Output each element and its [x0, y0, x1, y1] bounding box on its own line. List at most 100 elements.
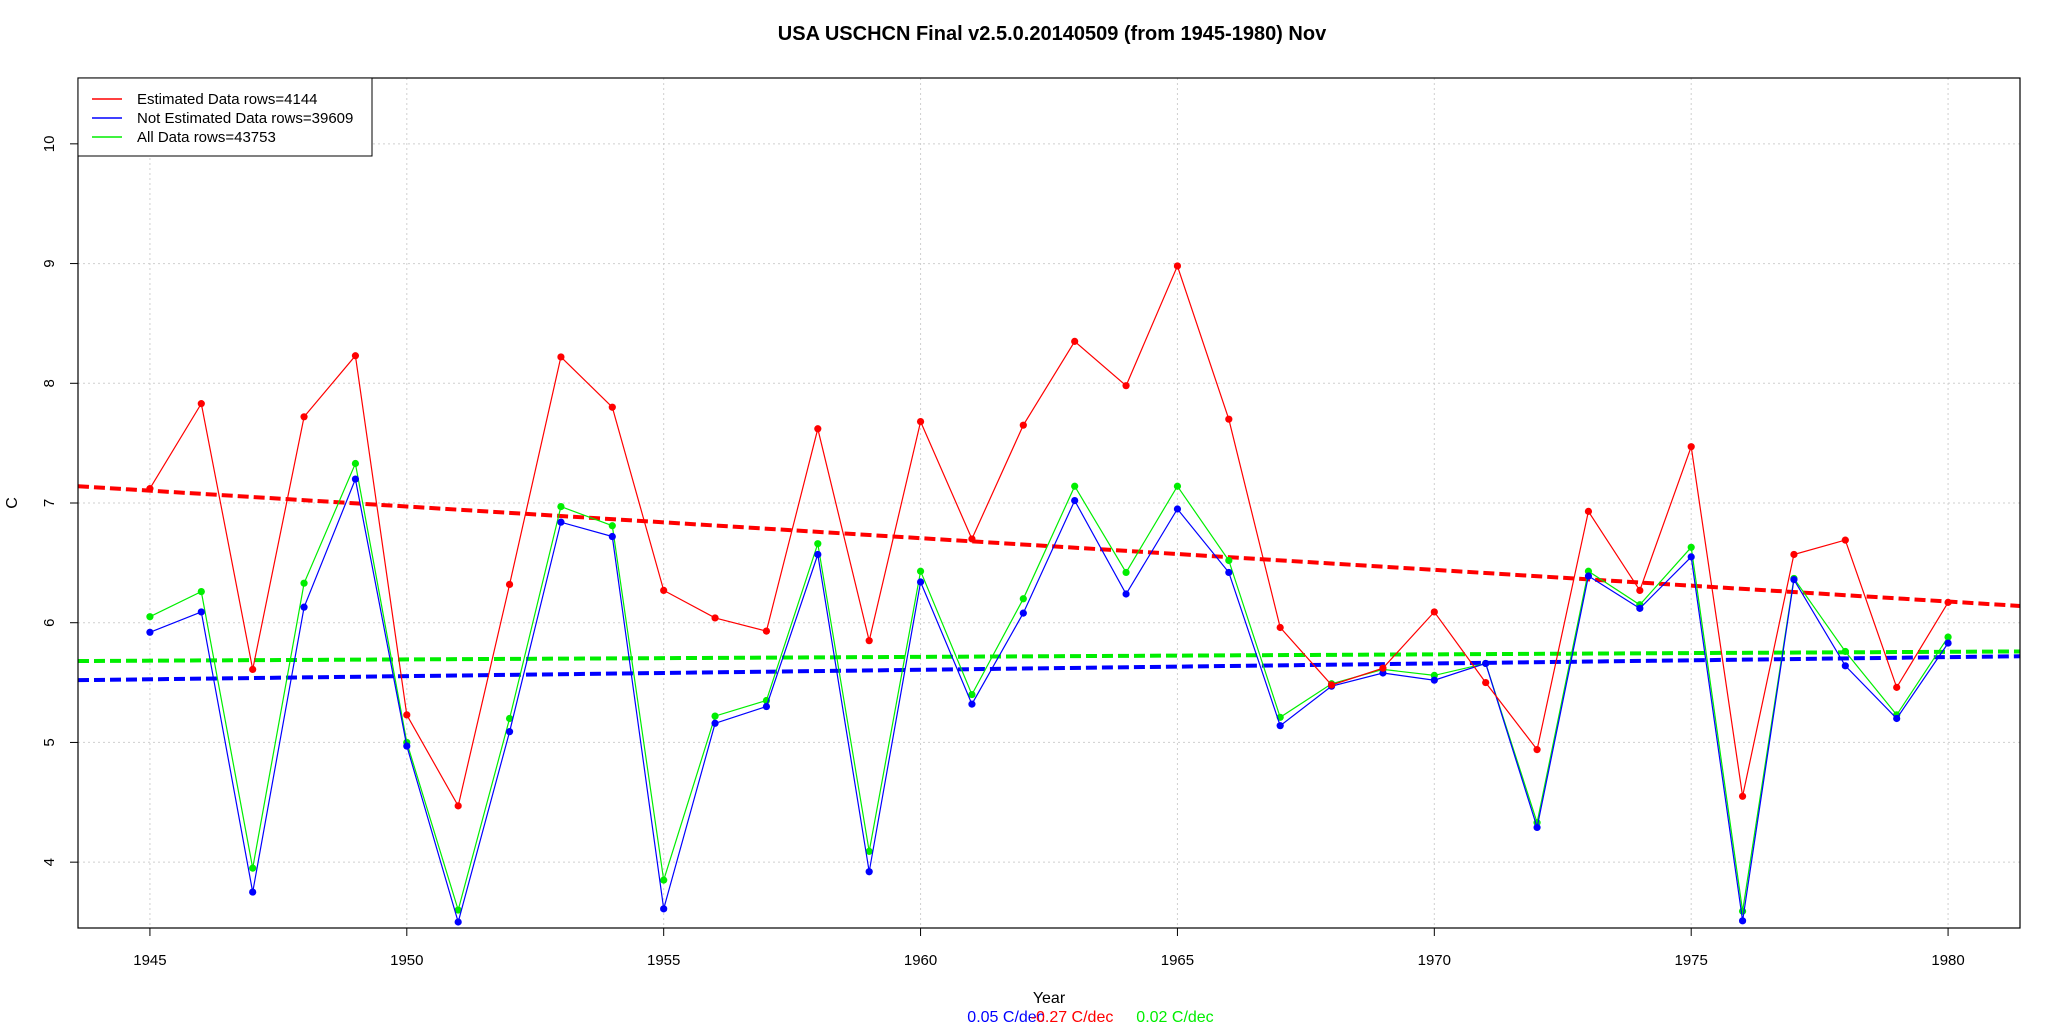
x-tick-label: 1945 — [133, 952, 166, 969]
data-point-all — [865, 847, 873, 855]
data-point-not_estimated — [865, 868, 873, 876]
data-point-estimated — [1893, 683, 1901, 691]
data-point-not_estimated — [1533, 823, 1541, 832]
data-point-estimated — [865, 637, 873, 645]
data-point-estimated — [1841, 536, 1849, 544]
data-point-all — [1687, 543, 1695, 551]
data-point-not_estimated — [660, 905, 668, 913]
data-series — [146, 262, 1952, 926]
data-point-not_estimated — [1841, 662, 1849, 670]
data-point-estimated — [1327, 681, 1336, 689]
data-point-all — [916, 567, 925, 575]
data-point-all — [711, 712, 719, 720]
data-point-estimated — [146, 485, 154, 493]
trend-rate-not_estimated: 0.05 C/dec — [967, 1009, 1044, 1026]
series-line-not_estimated — [149, 476, 1949, 925]
data-point-not_estimated — [1584, 572, 1593, 580]
y-tick-label: 10 — [41, 136, 58, 153]
data-point-all — [1071, 482, 1079, 490]
y-tick-label: 5 — [41, 738, 58, 746]
data-point-estimated — [1430, 608, 1438, 616]
x-tick-label: 1980 — [1931, 952, 1964, 969]
legend-label-all: All Data rows=43753 — [137, 129, 276, 146]
y-tick-label: 8 — [41, 379, 58, 387]
data-point-estimated — [454, 802, 462, 810]
data-point-not_estimated — [197, 608, 205, 616]
data-point-not_estimated — [1071, 497, 1079, 505]
chart-title: USA USCHCN Final v2.5.0.20140509 (from 1… — [778, 23, 1327, 45]
data-point-estimated — [968, 535, 976, 543]
data-point-estimated — [1071, 337, 1079, 345]
data-point-all — [814, 540, 822, 548]
data-point-all — [146, 613, 154, 621]
y-axis: 4 5 6 7 8 9 10 — [41, 136, 78, 866]
legend: Estimated Data rows=4144 Not Estimated Da… — [77, 77, 373, 157]
data-point-estimated — [660, 586, 668, 594]
data-point-not_estimated — [1482, 659, 1490, 668]
y-tick-label: 4 — [41, 858, 58, 866]
data-point-not_estimated — [1276, 722, 1284, 730]
data-point-all — [351, 459, 360, 468]
data-point-not_estimated — [249, 888, 257, 896]
data-point-estimated — [1379, 664, 1387, 672]
series-line-estimated — [149, 264, 1949, 808]
data-point-estimated — [1790, 550, 1798, 559]
y-tick-label: 7 — [41, 499, 58, 507]
data-point-estimated — [1276, 623, 1284, 632]
data-point-estimated — [1584, 507, 1593, 515]
data-point-not_estimated — [300, 603, 308, 611]
data-point-not_estimated — [608, 532, 616, 541]
data-point-estimated — [197, 400, 205, 408]
data-point-not_estimated — [351, 475, 360, 483]
data-point-all — [1122, 568, 1130, 577]
trend-line-all — [77, 649, 2021, 664]
data-point-not_estimated — [403, 742, 411, 750]
data-point-not_estimated — [711, 719, 719, 727]
data-point-estimated — [814, 425, 822, 433]
data-point-all — [968, 690, 976, 699]
data-point-not_estimated — [916, 578, 925, 586]
data-point-not_estimated — [1738, 917, 1747, 925]
data-point-estimated — [1173, 262, 1182, 270]
trend-rate-all: 0.02 C/dec — [1136, 1009, 1213, 1026]
x-tick-label: 1970 — [1418, 952, 1451, 969]
data-point-estimated — [1019, 421, 1027, 429]
data-point-not_estimated — [1893, 714, 1901, 723]
legend-box — [77, 77, 373, 157]
data-point-estimated — [1482, 678, 1490, 687]
data-point-all — [1225, 556, 1233, 565]
data-point-all — [1841, 647, 1849, 656]
data-point-estimated — [505, 580, 514, 589]
x-axis: 1945 1950 1955 1960 1965 1970 1975 1980 — [133, 928, 1965, 969]
data-point-estimated — [300, 413, 308, 421]
data-point-all — [660, 876, 668, 884]
y-tick-label: 6 — [41, 619, 58, 627]
y-axis-label: C — [4, 497, 21, 509]
data-point-estimated — [711, 614, 719, 622]
data-point-estimated — [351, 352, 360, 360]
data-point-estimated — [1738, 792, 1747, 800]
data-point-estimated — [249, 665, 257, 674]
trend-rate-labels: 0.05 C/dec-0.27 C/dec 0.02 C/dec — [967, 1009, 1213, 1026]
data-point-not_estimated — [505, 728, 514, 736]
data-point-all — [608, 522, 616, 530]
data-point-not_estimated — [968, 700, 976, 708]
data-point-estimated — [762, 627, 771, 635]
data-point-estimated — [1687, 443, 1695, 451]
data-point-all — [1944, 633, 1952, 641]
data-point-not_estimated — [1173, 505, 1182, 513]
data-point-not_estimated — [762, 702, 771, 711]
legend-label-not_estimated: Not Estimated Data rows=39609 — [137, 110, 353, 127]
data-point-not_estimated — [1019, 609, 1027, 617]
series-line-all — [149, 461, 1949, 913]
data-point-not_estimated — [1122, 590, 1130, 598]
x-axis-label: Year — [1033, 990, 1066, 1007]
x-tick-label: 1955 — [647, 952, 680, 969]
data-point-all — [249, 864, 257, 872]
data-point-all — [1019, 595, 1027, 603]
data-point-not_estimated — [814, 550, 822, 559]
data-point-estimated — [608, 403, 616, 411]
x-tick-label: 1975 — [1675, 952, 1708, 969]
data-point-not_estimated — [146, 628, 154, 636]
